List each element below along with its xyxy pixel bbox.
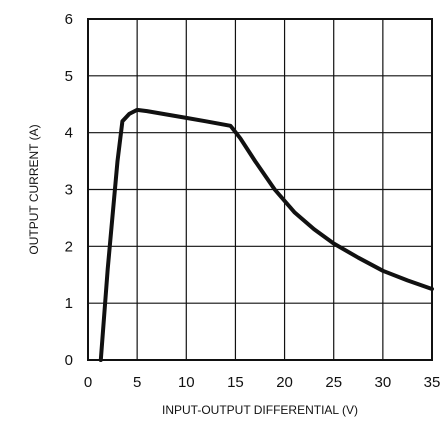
tick-labels: 0 5 10 15 20 25 30 35 0 1 2 3 4 5 6 [65,11,441,391]
y-tick-label: 1 [65,295,73,312]
y-tick-label: 6 [65,11,73,28]
series [98,107,434,362]
y-tick-label: 0 [65,352,73,369]
plot-frame [87,18,433,361]
x-tick-label: 35 [424,374,441,391]
x-tick-label: 10 [178,374,195,391]
series-line [98,107,434,362]
x-tick-label: 0 [84,374,92,391]
x-tick-label: 30 [375,374,392,391]
y-tick-label: 4 [65,125,73,142]
x-tick-label: 5 [133,374,141,391]
y-tick-label: 2 [65,238,73,255]
y-axis-title: OUTPUT CURRENT (A) [27,124,41,254]
grid [88,19,432,360]
x-tick-label: 20 [276,374,293,391]
x-tick-label: 25 [325,374,342,391]
x-tick-label: 15 [227,374,244,391]
y-tick-label: 5 [65,68,73,85]
x-axis-title: INPUT-OUTPUT DIFFERENTIAL (V) [162,403,358,417]
y-tick-label: 3 [65,182,73,199]
